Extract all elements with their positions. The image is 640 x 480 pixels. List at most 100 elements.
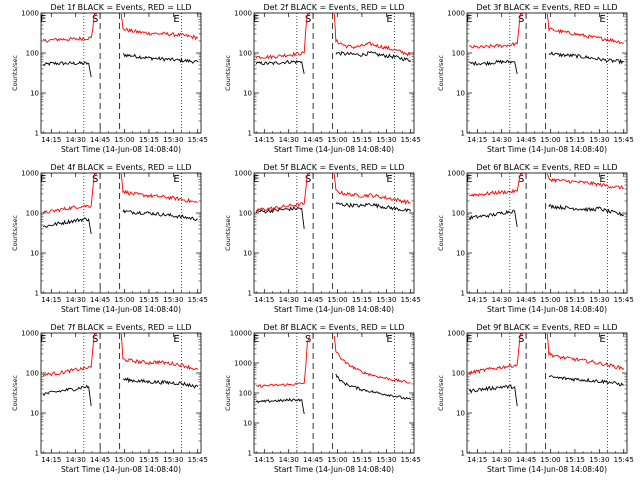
y-tick-label: 10 <box>243 90 252 98</box>
series-events-line <box>255 397 305 415</box>
y-tick-label: 1 <box>248 130 252 138</box>
series-lld-line <box>469 13 523 49</box>
y-tick-label: 1000 <box>447 10 465 18</box>
x-tick-label: 15:30 <box>376 296 396 304</box>
x-tick-label: 15:15 <box>565 136 585 144</box>
marker-label-e: E <box>173 334 179 345</box>
x-tick-label: 15:45 <box>614 136 634 144</box>
y-axis-label: Counts/sec <box>11 55 19 91</box>
y-tick-label: 100 <box>452 210 465 218</box>
x-tick-label: 15:30 <box>589 456 609 464</box>
marker-label-e: E <box>253 334 259 345</box>
panel-9: Det 9f BLACK = Events, RED = LLD Counts/s… <box>437 323 634 474</box>
marker-label-s: S <box>518 14 524 25</box>
x-tick-label: 14:30 <box>492 136 512 144</box>
series-events-line <box>335 50 412 63</box>
y-tick-label: 1000 <box>234 170 252 178</box>
x-tick-label: 15:15 <box>565 456 585 464</box>
x-tick-label: 15:15 <box>139 296 159 304</box>
x-tick-label: 14:45 <box>303 296 323 304</box>
x-tick-label: 15:30 <box>589 136 609 144</box>
x-tick-label: 15:45 <box>614 456 634 464</box>
x-tick-label: 14:30 <box>279 456 299 464</box>
y-tick-label: 1000 <box>21 10 39 18</box>
x-tick-label: 14:30 <box>492 296 512 304</box>
series-lld-line <box>42 173 97 214</box>
x-tick-label: 15:45 <box>401 456 421 464</box>
y-tick-label: 1000 <box>234 10 252 18</box>
x-tick-label: 15:00 <box>327 296 347 304</box>
y-tick-label: 1000 <box>447 170 465 178</box>
x-tick-label: 14:45 <box>90 296 110 304</box>
x-tick-label: 15:30 <box>376 456 396 464</box>
marker-label-e: E <box>599 334 605 345</box>
panel-8: Det 8f BLACK = Events, RED = LLD Counts/s… <box>224 323 421 474</box>
series-lld-line <box>546 173 624 190</box>
y-axis-label: Counts/sec <box>11 375 19 411</box>
x-axis-label: Start Time (14-Jun-08 14:08:40) <box>61 145 181 154</box>
marker-label-e: E <box>173 174 179 185</box>
marker-label-e: E <box>386 174 392 185</box>
y-tick-label: 1 <box>248 290 252 298</box>
y-tick-label: 100 <box>26 50 39 58</box>
panel-4: Det 4f BLACK = Events, RED = LLD Counts/s… <box>11 163 208 314</box>
panel-7: Det 7f BLACK = Events, RED = LLD Counts/s… <box>11 323 208 474</box>
series-events-line <box>335 202 412 213</box>
plot-frame <box>253 332 415 454</box>
marker-label-e: E <box>599 14 605 25</box>
marker-label-e: E <box>40 334 46 345</box>
panel-title: Det 6f BLACK = Events, RED = LLD <box>476 163 617 172</box>
y-tick-label: 1 <box>461 450 465 458</box>
marker-label-e: E <box>599 174 605 185</box>
x-tick-label: 14:30 <box>66 136 86 144</box>
y-axis-label: Counts/sec <box>224 55 232 91</box>
series-events-line <box>255 206 305 229</box>
y-tick-label: 100 <box>452 50 465 58</box>
y-tick-label: 10 <box>456 250 465 258</box>
x-tick-label: 14:15 <box>41 456 61 464</box>
marker-label-s: S <box>305 14 311 25</box>
panel-title: Det 1f BLACK = Events, RED = LLD <box>50 3 191 12</box>
marker-label-s: S <box>305 174 311 185</box>
x-tick-label: 14:45 <box>516 456 536 464</box>
x-tick-label: 14:30 <box>279 296 299 304</box>
marker-label-e: E <box>466 14 472 25</box>
series-events-line <box>42 384 92 407</box>
series-lld-line <box>546 13 624 45</box>
x-tick-label: 14:30 <box>66 456 86 464</box>
x-tick-label: 14:15 <box>467 456 487 464</box>
y-axis-label: Counts/sec <box>437 55 445 91</box>
panel-title: Det 2f BLACK = Events, RED = LLD <box>263 3 404 12</box>
x-axis-label: Start Time (14-Jun-08 14:08:40) <box>274 145 394 154</box>
x-tick-label: 15:15 <box>352 456 372 464</box>
series-lld-line <box>256 173 310 212</box>
x-tick-label: 15:45 <box>401 136 421 144</box>
panel-title: Det 5f BLACK = Events, RED = LLD <box>263 163 404 172</box>
plot-frame <box>253 12 415 134</box>
series-lld-line <box>120 13 198 41</box>
marker-label-e: E <box>40 14 46 25</box>
series-events-line <box>468 209 518 227</box>
series-events-line <box>469 59 518 74</box>
x-tick-label: 14:15 <box>41 136 61 144</box>
series-events-line <box>468 384 518 407</box>
y-axis-label: Counts/sec <box>224 375 232 411</box>
x-tick-label: 15:45 <box>614 296 634 304</box>
x-tick-label: 15:15 <box>352 296 372 304</box>
series-lld-line <box>546 333 625 371</box>
x-tick-label: 14:30 <box>492 456 512 464</box>
y-tick-label: 10 <box>243 420 252 428</box>
x-tick-label: 15:00 <box>114 456 134 464</box>
series-events-line <box>255 59 305 74</box>
x-tick-label: 15:00 <box>540 296 560 304</box>
panel-title: Det 9f BLACK = Events, RED = LLD <box>476 323 617 332</box>
y-tick-label: 1000 <box>21 170 39 178</box>
marker-label-e: E <box>386 14 392 25</box>
series-lld-line <box>42 333 97 377</box>
y-tick-label: 10 <box>456 410 465 418</box>
plot-frame <box>253 172 415 294</box>
x-tick-label: 15:00 <box>540 456 560 464</box>
plot-frame <box>466 172 628 294</box>
y-tick-label: 1000 <box>234 360 252 368</box>
